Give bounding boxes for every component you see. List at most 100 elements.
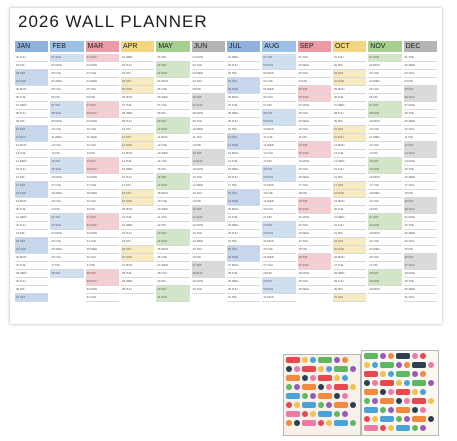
day-row[interactable]: 09 THU (120, 118, 155, 126)
day-row[interactable]: 25 SUN (332, 246, 367, 254)
day-row[interactable]: 07 MON (403, 102, 437, 110)
day-row[interactable]: 16 WED (403, 174, 437, 182)
day-row[interactable]: 15 FRI (156, 166, 190, 174)
day-row[interactable]: 22 MON (191, 222, 225, 230)
day-row[interactable]: 03 SUN (156, 70, 190, 78)
day-row[interactable]: 31 THU (403, 294, 437, 302)
day-row[interactable]: 01 TUE (297, 54, 331, 62)
day-row[interactable]: 14 TUE (120, 158, 155, 166)
day-row[interactable]: 28 TUE (226, 270, 261, 278)
day-row[interactable]: 05 THU (85, 86, 119, 94)
day-row[interactable]: 14 SUN (191, 158, 225, 166)
day-row[interactable]: 26 WED (262, 254, 296, 262)
day-row[interactable]: 23 WED (403, 230, 437, 238)
day-row[interactable]: 18 SUN (15, 190, 49, 198)
day-row[interactable]: 06 FRI (85, 94, 119, 102)
day-row[interactable]: 28 WED (15, 270, 49, 278)
day-row[interactable]: 11 TUE (262, 134, 296, 142)
day-row[interactable]: 22 TUE (403, 222, 437, 230)
day-row[interactable]: 29 SUN (85, 278, 119, 286)
day-row[interactable]: 08 WED (226, 110, 261, 118)
day-row[interactable]: 20 SUN (403, 206, 437, 214)
day-row[interactable]: 20 WED (156, 206, 190, 214)
day-row[interactable]: 08 SUN (85, 110, 119, 118)
day-row[interactable]: 25 TUE (262, 246, 296, 254)
day-row[interactable]: 18 SUN (332, 190, 367, 198)
day-row[interactable]: 13 TUE (15, 150, 49, 158)
day-row[interactable]: 03 THU (297, 70, 331, 78)
day-row[interactable]: 05 THU (50, 86, 84, 94)
day-row[interactable]: 24 SAT (332, 238, 367, 246)
day-row[interactable]: 28 WED (332, 270, 367, 278)
day-row[interactable]: 20 THU (262, 206, 296, 214)
day-row[interactable]: 13 MON (120, 150, 155, 158)
day-row[interactable]: 19 WED (262, 198, 296, 206)
day-row[interactable]: 06 TUE (332, 94, 367, 102)
day-row[interactable]: 07 SAT (368, 102, 402, 110)
day-row[interactable]: 04 WED (50, 78, 84, 86)
day-row[interactable]: 10 TUE (50, 126, 84, 134)
day-row[interactable]: 10 FRI (226, 126, 261, 134)
day-row[interactable]: 16 WED (297, 174, 331, 182)
day-row[interactable]: 01 TUE (403, 54, 437, 62)
day-row[interactable]: 12 THU (50, 142, 84, 150)
day-row[interactable]: 13 SUN (403, 150, 437, 158)
day-row[interactable]: 19 THU (50, 198, 84, 206)
day-row[interactable]: 21 MON (297, 214, 331, 222)
day-row[interactable]: 12 SUN (226, 142, 261, 150)
day-row[interactable]: 10 MON (262, 126, 296, 134)
day-row[interactable]: 17 FRI (120, 182, 155, 190)
day-row[interactable]: 30 THU (120, 286, 155, 294)
day-row[interactable]: 20 TUE (15, 206, 49, 214)
day-row[interactable]: 04 TUE (262, 78, 296, 86)
day-row[interactable]: 28 SUN (191, 270, 225, 278)
day-row[interactable]: 26 FRI (191, 254, 225, 262)
day-row[interactable]: 04 SUN (332, 78, 367, 86)
day-row[interactable]: 16 TUE (191, 174, 225, 182)
day-row[interactable]: 17 THU (297, 182, 331, 190)
day-row[interactable]: 28 SAT (85, 270, 119, 278)
day-row[interactable]: 16 FRI (15, 174, 49, 182)
day-row[interactable]: 20 MON (226, 206, 261, 214)
day-row[interactable]: 30 SUN (262, 286, 296, 294)
day-row[interactable]: 29 THU (332, 278, 367, 286)
day-row[interactable]: 27 TUE (332, 262, 367, 270)
day-row[interactable]: 10 FRI (120, 126, 155, 134)
day-row[interactable]: 24 FRI (120, 238, 155, 246)
day-row[interactable]: 19 MON (332, 198, 367, 206)
day-row[interactable]: 05 THU (368, 86, 402, 94)
day-row[interactable]: 01 THU (15, 54, 49, 62)
day-row[interactable]: 26 THU (85, 254, 119, 262)
day-row[interactable]: 05 MON (332, 86, 367, 94)
day-row[interactable]: 04 SUN (15, 78, 49, 86)
day-row[interactable]: 17 TUE (368, 182, 402, 190)
day-row[interactable]: 10 SAT (332, 126, 367, 134)
day-row[interactable]: 23 THU (226, 230, 261, 238)
day-row[interactable]: 09 WED (297, 118, 331, 126)
day-row[interactable]: 26 TUE (156, 254, 190, 262)
day-row[interactable]: 16 FRI (332, 174, 367, 182)
day-row[interactable]: 21 SUN (191, 214, 225, 222)
day-row[interactable]: 31 FRI (226, 294, 261, 302)
day-row[interactable]: 11 WED (85, 134, 119, 142)
day-row[interactable]: 23 MON (50, 230, 84, 238)
day-row[interactable]: 03 FRI (120, 70, 155, 78)
day-row[interactable]: 01 SUN (85, 54, 119, 62)
day-row[interactable]: 22 WED (120, 222, 155, 230)
day-row[interactable]: 23 THU (120, 230, 155, 238)
day-row[interactable]: 09 MON (85, 118, 119, 126)
day-row[interactable]: 19 FRI (191, 198, 225, 206)
day-row[interactable]: 30 WED (297, 286, 331, 294)
day-row[interactable]: 21 WED (332, 214, 367, 222)
day-row[interactable]: 17 THU (403, 182, 437, 190)
day-row[interactable]: 02 WED (403, 62, 437, 70)
day-row[interactable]: 19 THU (368, 198, 402, 206)
day-row[interactable]: 22 SUN (368, 222, 402, 230)
day-row[interactable]: 21 WED (15, 214, 49, 222)
day-row[interactable]: 01 SAT (262, 54, 296, 62)
day-row[interactable]: 10 SUN (156, 126, 190, 134)
day-row[interactable]: 05 SUN (226, 86, 261, 94)
day-row[interactable]: 08 THU (332, 110, 367, 118)
day-row[interactable]: 09 THU (226, 118, 261, 126)
day-row[interactable]: 06 MON (120, 94, 155, 102)
